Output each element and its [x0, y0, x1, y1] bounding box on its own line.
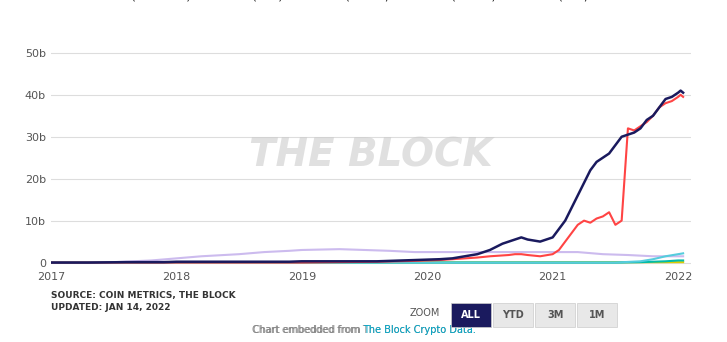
Text: SOURCE: COIN METRICS, THE BLOCK
UPDATED: JAN 14, 2022: SOURCE: COIN METRICS, THE BLOCK UPDATED:… [51, 291, 236, 312]
Text: ALL: ALL [461, 310, 481, 320]
Text: 1M: 1M [589, 310, 606, 320]
Text: Chart embedded from The Block Crypto Data.: Chart embedded from The Block Crypto Dat… [252, 325, 475, 335]
Text: The Block Crypto Data.: The Block Crypto Data. [364, 325, 476, 335]
Text: ZOOM: ZOOM [410, 308, 441, 318]
Text: THE BLOCK: THE BLOCK [249, 136, 493, 175]
Text: 3M: 3M [547, 310, 563, 320]
Text: YTD: YTD [502, 310, 523, 320]
Text: Chart embedded from: Chart embedded from [252, 325, 364, 335]
Legend: USDT (Ethereum), USDT (Tron), USDT (Solana), USDT (Bitcoin), USDT (EOS), 2 Other: USDT (Ethereum), USDT (Tron), USDT (Sola… [73, 0, 669, 6]
